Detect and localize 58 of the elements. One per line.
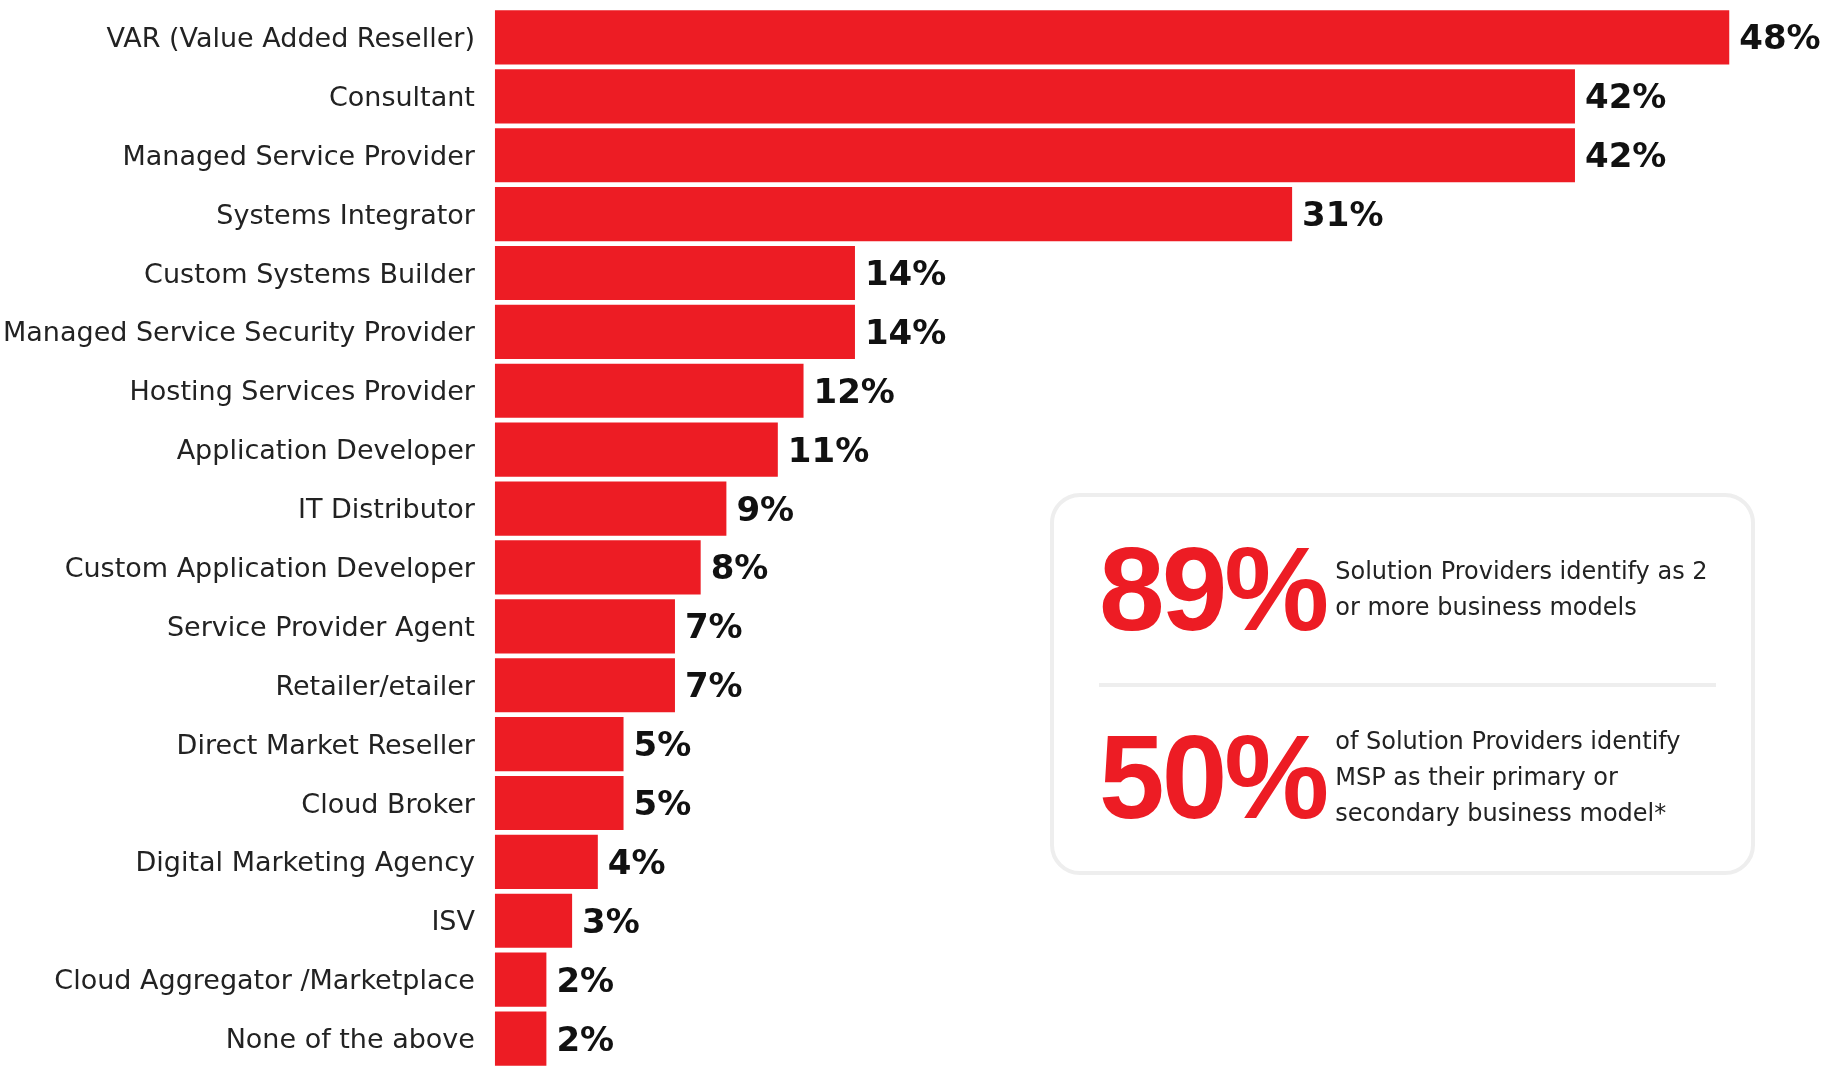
y-tick-label: ISV bbox=[431, 905, 476, 937]
data-label: 42% bbox=[1584, 76, 1667, 117]
y-tick-label: Systems Integrator bbox=[216, 198, 476, 230]
bar bbox=[494, 363, 804, 418]
y-tick-label: Cloud Aggregator /Marketplace bbox=[54, 964, 475, 996]
data-label: 14% bbox=[864, 253, 947, 293]
y-tick-label: Cloud Broker bbox=[301, 787, 476, 819]
data-label: 48% bbox=[1739, 17, 1821, 58]
data-label: 11% bbox=[787, 429, 870, 470]
data-label: 7% bbox=[684, 665, 743, 706]
y-tick-label: Application Developer bbox=[176, 434, 476, 466]
data-label: 5% bbox=[633, 783, 692, 823]
bar bbox=[494, 952, 547, 1007]
bar bbox=[494, 128, 1575, 183]
y-tick-label: Custom Application Developer bbox=[64, 551, 476, 583]
bar bbox=[494, 481, 727, 536]
bar bbox=[494, 775, 624, 831]
annotation: Solution Providers identify as 2 or more business models bbox=[1335, 556, 1709, 623]
data-label: 2% bbox=[556, 959, 615, 1000]
annotation: of Solution Providers identify MSP as their primary or secondary business model* bbox=[1335, 726, 1682, 829]
data-label: 7% bbox=[684, 606, 743, 647]
bar bbox=[494, 1011, 547, 1066]
bar bbox=[494, 245, 855, 301]
data-label: 14% bbox=[864, 311, 947, 352]
annotation: 50% bbox=[1099, 710, 1328, 845]
data-label: 2% bbox=[556, 1018, 615, 1059]
data-label: 5% bbox=[633, 724, 692, 765]
y-tick-label: Consultant bbox=[328, 80, 475, 112]
bar bbox=[494, 834, 598, 889]
y-tick-label: None of the above bbox=[225, 1023, 475, 1055]
y-tick-label: Custom Systems Builder bbox=[144, 257, 476, 289]
y-tick-label: Retailer/etailer bbox=[275, 669, 476, 701]
data-label: 3% bbox=[582, 900, 640, 941]
bar bbox=[494, 422, 778, 477]
bar bbox=[494, 10, 1730, 65]
y-tick-label: Hosting Services Provider bbox=[129, 375, 476, 407]
y-tick-label: Service Provider Agent bbox=[166, 610, 475, 642]
y-tick-label: Managed Service Provider bbox=[122, 139, 476, 171]
data-label: 4% bbox=[607, 841, 666, 882]
bar bbox=[494, 304, 855, 359]
bar bbox=[494, 69, 1575, 124]
y-tick-label: IT Distributor bbox=[297, 493, 476, 525]
bar bbox=[494, 717, 624, 772]
bar bbox=[494, 187, 1293, 242]
annotation: 89% bbox=[1099, 522, 1328, 657]
bar bbox=[494, 540, 701, 595]
y-tick-label: Digital Marketing Agency bbox=[135, 846, 475, 878]
data-label: 8% bbox=[710, 547, 769, 588]
data-label: 31% bbox=[1302, 194, 1384, 235]
y-tick-label: VAR (Value Added Reseller) bbox=[106, 21, 475, 53]
bar bbox=[494, 893, 573, 948]
y-tick-label: Direct Market Reseller bbox=[176, 728, 476, 760]
data-label: 9% bbox=[736, 488, 795, 529]
y-tick-label: Managed Service Security Provider bbox=[2, 316, 476, 348]
data-label: 12% bbox=[813, 370, 895, 411]
bar bbox=[494, 658, 675, 713]
bar bbox=[494, 599, 675, 654]
data-label: 42% bbox=[1584, 135, 1667, 176]
